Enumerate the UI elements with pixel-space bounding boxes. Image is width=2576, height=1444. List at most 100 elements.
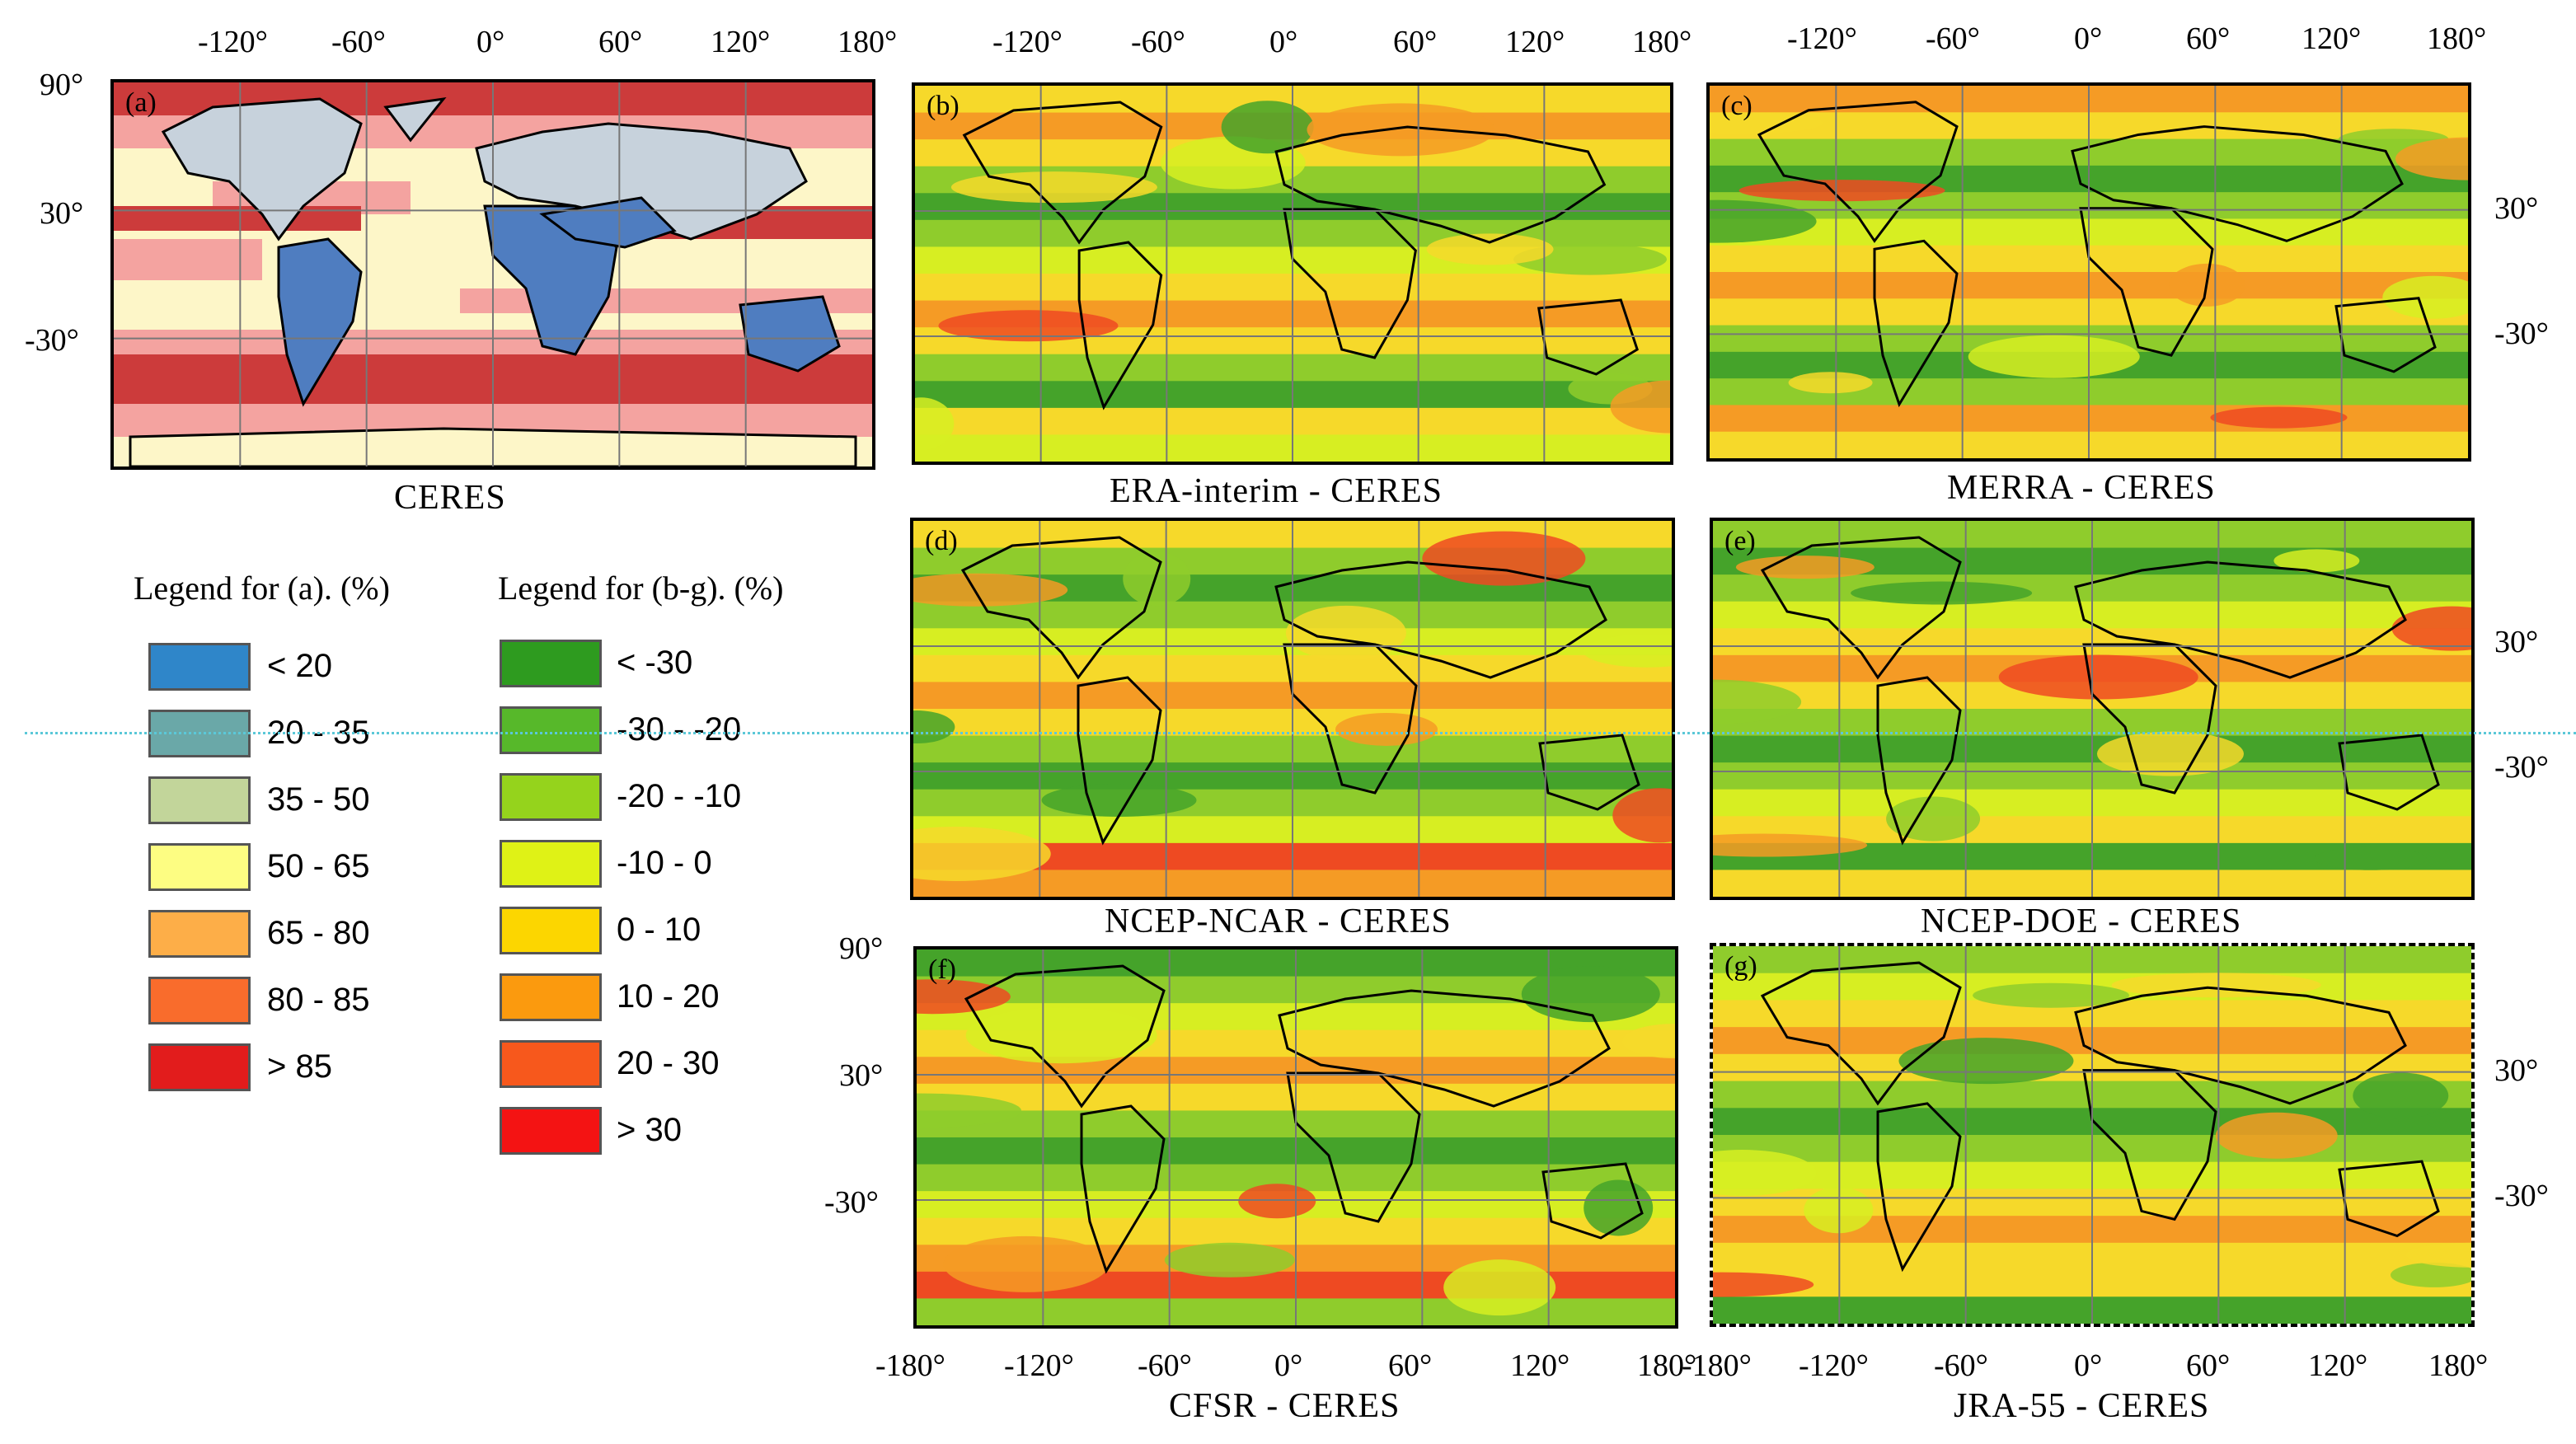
panel-a-map: (a): [110, 79, 875, 470]
panel-g-letter: (g): [1724, 951, 1757, 982]
legend-swatch: [148, 1043, 251, 1091]
lon-tick: -120°: [1787, 21, 1857, 56]
field-blob: [1123, 551, 1191, 607]
lon-tick: -60°: [1926, 21, 1980, 56]
field-blob: [950, 171, 1157, 204]
coastline: [1541, 1162, 1644, 1240]
field-blob: [1307, 103, 1495, 157]
panel-f-letter: (f): [928, 954, 956, 985]
coastline: [1537, 298, 1639, 376]
lon-tick: 60°: [598, 25, 643, 59]
field-blob: [2096, 731, 2244, 776]
lon-tick: 0°: [476, 25, 505, 59]
panel-d-title: NCEP-NCAR - CERES: [1105, 902, 1452, 940]
legend-label: > 85: [267, 1048, 332, 1085]
field-blob: [917, 1093, 1021, 1128]
lon-tick: -60°: [1138, 1348, 1192, 1383]
legend-label: > 30: [617, 1112, 682, 1148]
ncep-doe-diff-map: [1713, 521, 2471, 897]
legend-bg-title: Legend for (b-g). (%): [498, 570, 784, 607]
field-blob: [1788, 372, 1873, 394]
legend-label: -10 - 0: [617, 845, 712, 881]
legend-label: < 20: [267, 648, 332, 684]
land-outlines: [962, 101, 1639, 410]
coastline: [2082, 643, 2217, 795]
land-masses: [129, 96, 857, 466]
lat-tick: 30°: [2494, 191, 2539, 226]
lon-tick: 60°: [1393, 25, 1438, 59]
coastline: [1760, 961, 1962, 1106]
legend-label: < -30: [617, 645, 693, 681]
field-blob: [1713, 833, 1868, 857]
ceres-map: [114, 82, 872, 466]
field-blob: [1851, 581, 2033, 605]
land-outlines: [1760, 961, 2440, 1273]
panel-g-map: (g): [1710, 943, 2475, 1327]
merra-diff-map: [1710, 86, 2468, 458]
coastline: [1283, 208, 1417, 359]
lon-tick: 180°: [2428, 1348, 2489, 1383]
coastline: [2074, 560, 2407, 679]
legend-swatch: [500, 640, 602, 687]
coastline: [2338, 1160, 2440, 1238]
lon-tick: -120°: [198, 25, 268, 59]
panel-c-letter: (c): [1721, 91, 1753, 121]
coastline: [1278, 989, 1611, 1108]
legend-a-title: Legend for (a). (%): [134, 570, 390, 607]
field-blob: [1622, 1024, 1675, 1059]
lon-tick: 120°: [2302, 21, 2362, 56]
panel-e-map: (e): [1710, 518, 2475, 900]
land-outlines: [964, 964, 1644, 1274]
field-blob: [1443, 1259, 1556, 1316]
legend-label: 65 - 80: [267, 915, 370, 951]
legend-swatch: [500, 973, 602, 1021]
lon-tick: 180°: [2427, 21, 2487, 56]
ncep-ncar-diff-map: [913, 521, 1672, 897]
panel-e-letter: (e): [1724, 526, 1756, 556]
lon-tick: 60°: [1388, 1348, 1433, 1383]
coastline: [962, 101, 1163, 245]
panel-b-map: (b): [912, 82, 1673, 465]
lat-tick: -30°: [2494, 1179, 2549, 1213]
lat-tick: 30°: [2494, 1053, 2539, 1088]
field-blob: [1738, 180, 1945, 202]
panel-e-title: NCEP-DOE - CERES: [1921, 902, 2242, 940]
coastline: [1077, 676, 1162, 846]
panel-d-map: (d): [910, 518, 1675, 900]
field-blob: [1238, 1184, 1316, 1219]
field-blob: [2395, 137, 2468, 180]
lon-tick: -60°: [331, 25, 386, 59]
lon-tick: 120°: [1505, 25, 1565, 59]
field-blob: [1583, 634, 1672, 668]
lon-tick: 120°: [2308, 1348, 2368, 1383]
legend-swatch: [500, 1107, 602, 1155]
field-blob: [1221, 101, 1314, 154]
coastline: [1080, 1104, 1166, 1274]
field-blob: [1713, 1272, 1814, 1297]
coastline: [1286, 1071, 1421, 1223]
field-blob: [913, 573, 1068, 607]
coastline: [964, 964, 1166, 1109]
lon-tick: 180°: [838, 25, 898, 59]
coastline: [2079, 207, 2214, 357]
panel-g-title: JRA-55 - CERES: [1954, 1387, 2210, 1425]
field-blob: [2391, 606, 2471, 651]
lon-tick: 0°: [2074, 1348, 2103, 1383]
lon-tick: 60°: [2186, 1348, 2231, 1383]
panel-a-title: CERES: [394, 479, 506, 517]
legend-swatch: [148, 910, 251, 958]
field-blob: [1713, 1150, 1817, 1197]
coastline: [1274, 125, 1607, 244]
legend-swatch: [500, 706, 602, 754]
land-outlines: [1757, 101, 2437, 408]
field-blob: [1426, 233, 1554, 265]
lon-tick: 180°: [1637, 1348, 1697, 1383]
coastline: [1876, 1102, 1962, 1273]
field-blob: [913, 710, 955, 744]
legend-label: 80 - 85: [267, 982, 370, 1018]
field-blob: [938, 310, 1119, 342]
lon-tick: -120°: [992, 25, 1063, 59]
legend-label: 10 - 20: [617, 978, 720, 1015]
field-blob: [2314, 846, 2427, 870]
field-blob: [1973, 982, 2130, 1008]
